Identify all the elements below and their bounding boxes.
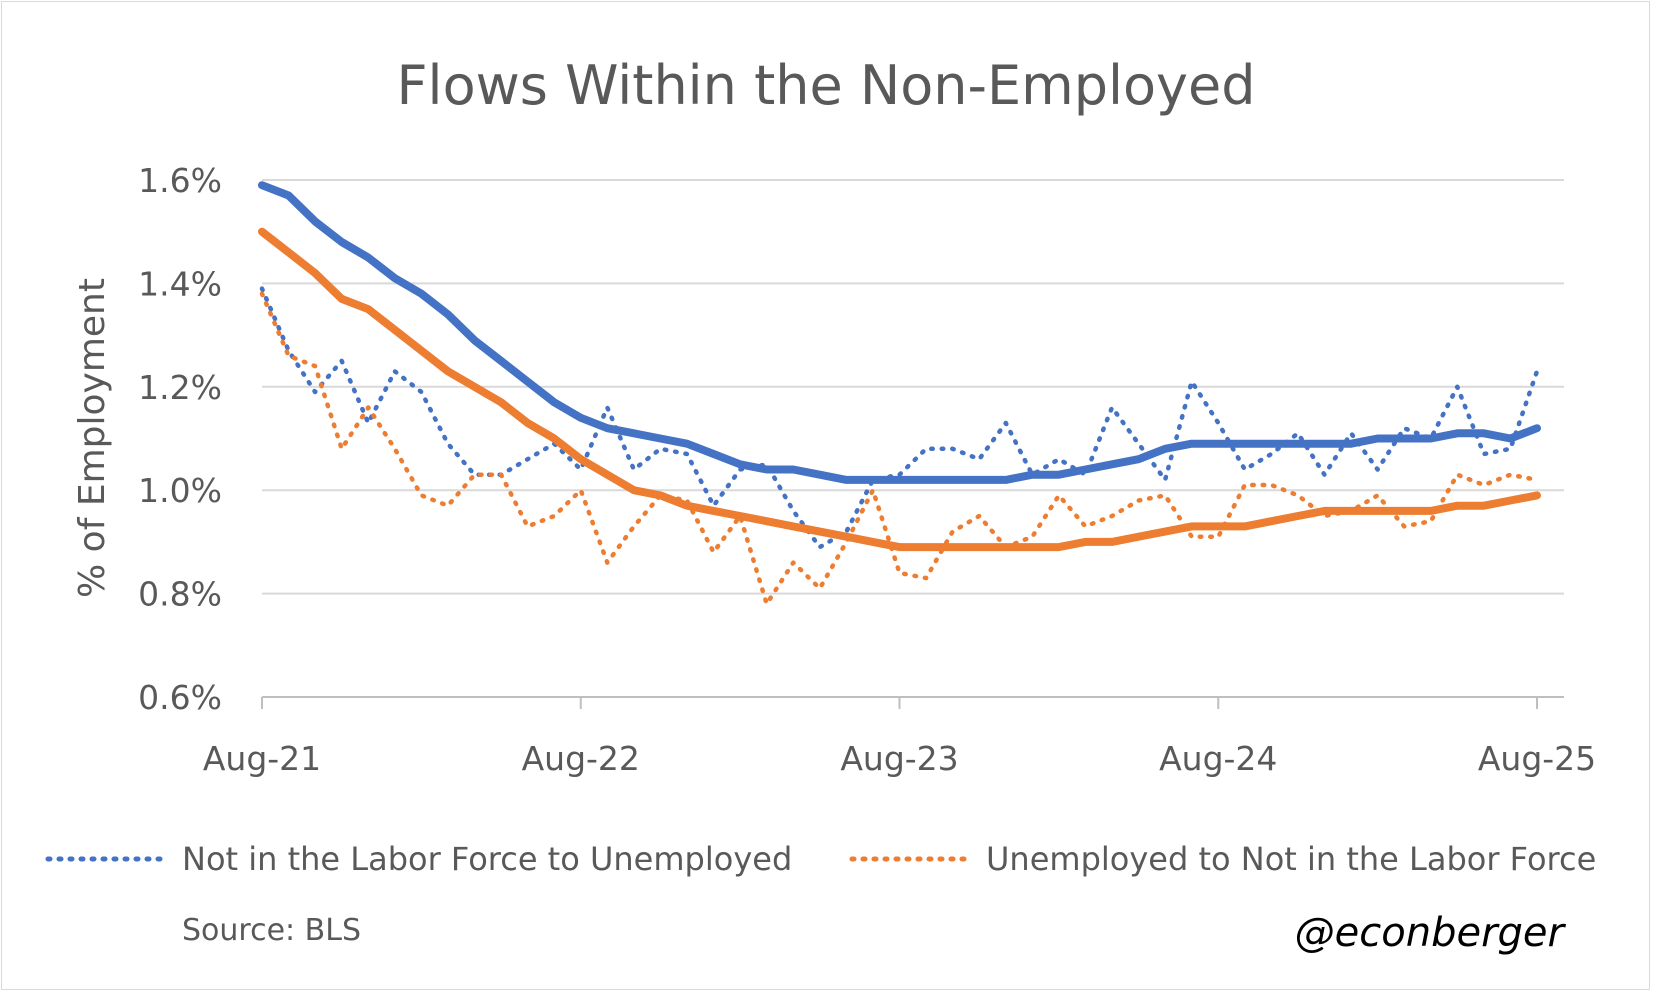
y-tick-label: 1.2% xyxy=(138,368,222,407)
x-tick-label: Aug-22 xyxy=(522,739,640,778)
series-layer xyxy=(258,181,1541,607)
chart-title: Flows Within the Non-Employed xyxy=(397,54,1256,117)
trend-line-nilf-to-unemployed xyxy=(258,181,1541,484)
legend: Not in the Labor Force to Unemployed Une… xyxy=(45,840,1596,878)
x-tick-label: Aug-24 xyxy=(1159,739,1277,778)
legend-item-unemployed-to-nilf: Unemployed to Not in the Labor Force xyxy=(849,840,1596,878)
author-handle: @econberger xyxy=(1295,910,1567,956)
x-tick-label: Aug-23 xyxy=(840,739,958,778)
y-axis-label: % of Employment xyxy=(72,278,113,598)
y-tick-label: 1.4% xyxy=(138,264,222,303)
dotted-line-unemployed-to-nilf xyxy=(259,291,1540,607)
x-tick-label: Aug-25 xyxy=(1478,739,1596,778)
y-axis-ticks: 0.6% 0.8% 1.0% 1.2% 1.4% 1.6% xyxy=(138,161,222,717)
legend-label-unemployed-to-nilf: Unemployed to Not in the Labor Force xyxy=(986,840,1596,878)
x-axis: Aug-21 Aug-22 Aug-23 Aug-24 Aug-25 xyxy=(203,696,1596,778)
legend-label-nilf-to-unemployed: Not in the Labor Force to Unemployed xyxy=(182,840,792,878)
y-tick-label: 1.0% xyxy=(138,471,222,510)
source-note: Source: BLS xyxy=(182,913,361,948)
y-tick-label: 0.6% xyxy=(138,678,222,717)
y-tick-label: 1.6% xyxy=(138,161,222,200)
y-tick-label: 0.8% xyxy=(138,575,222,614)
gridlines xyxy=(262,179,1564,595)
trend-line-unemployed-to-nilf xyxy=(258,227,1541,552)
x-tick-label: Aug-21 xyxy=(203,739,321,778)
dotted-line-nilf-to-unemployed xyxy=(259,286,1540,550)
legend-item-nilf-to-unemployed: Not in the Labor Force to Unemployed xyxy=(45,840,792,878)
